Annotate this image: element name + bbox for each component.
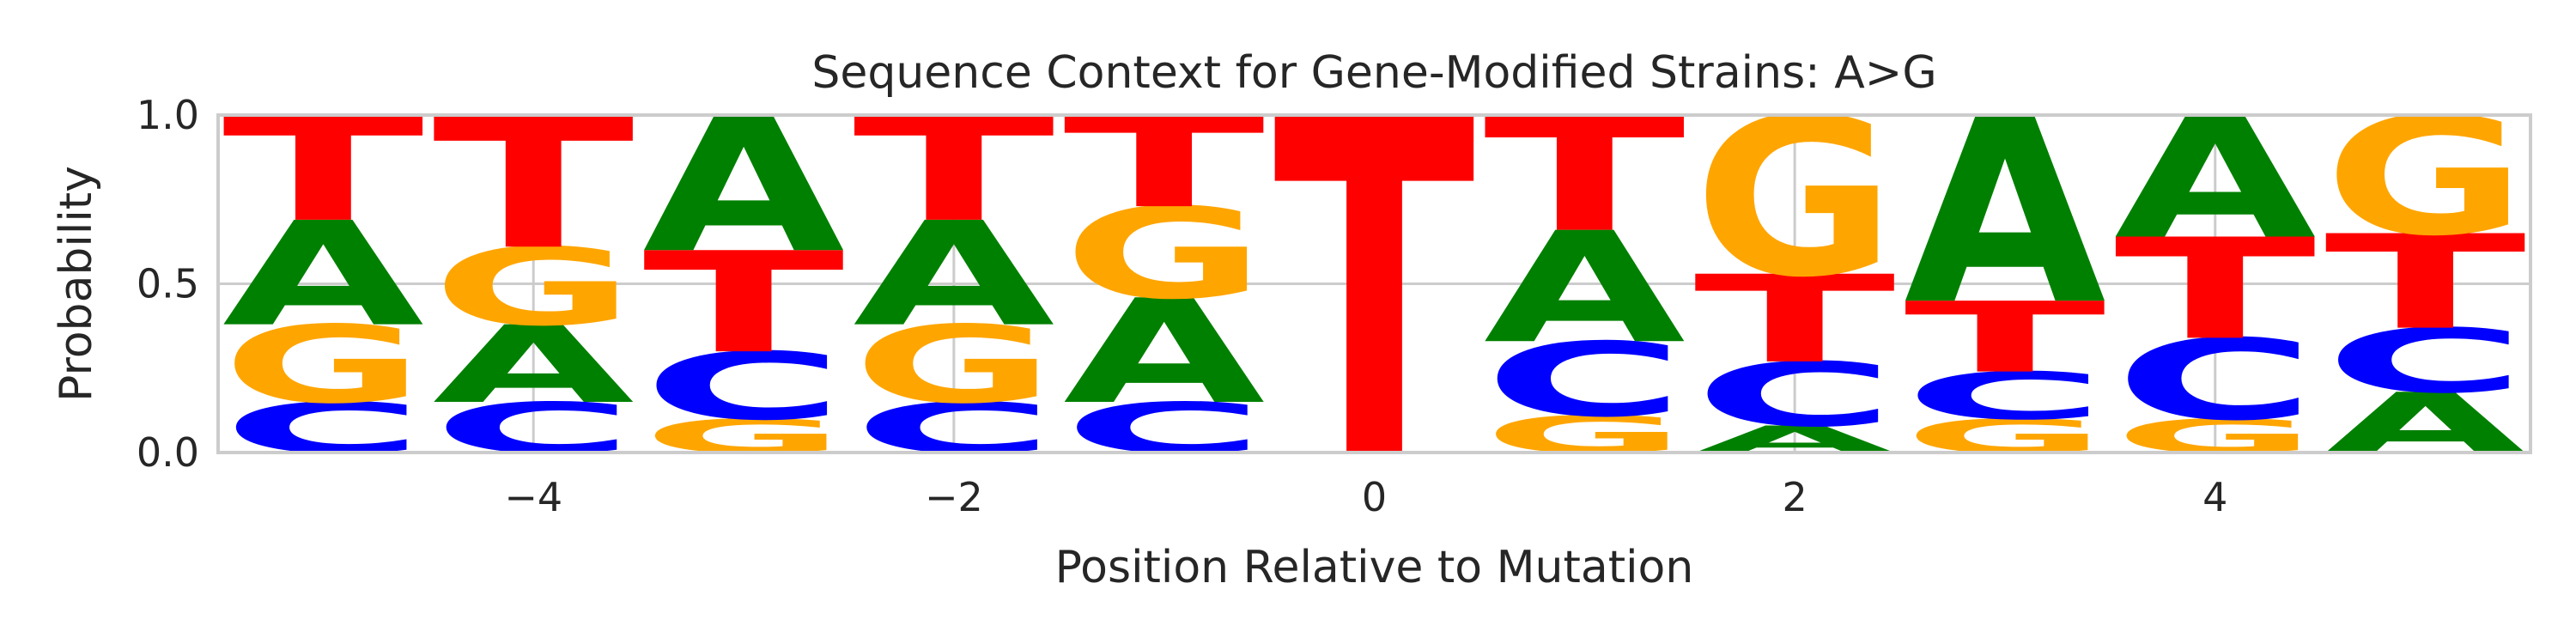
logo-letter-C: C — [2324, 310, 2526, 412]
logo-letter-C: C — [1063, 388, 1265, 469]
y-tick-labels: 0.0 0.5 1.0 — [137, 92, 199, 476]
logo-letter-G: G — [433, 226, 635, 349]
y-axis-label: Probability — [51, 166, 102, 402]
logo-letter-G: G — [1904, 410, 2105, 464]
logo-letter-A: A — [1904, 64, 2107, 361]
x-tick-label: 0 — [1362, 474, 1387, 520]
y-tick-label: 0.0 — [137, 429, 199, 476]
logo-letter-A: A — [2324, 375, 2526, 472]
logo-letter-A: A — [433, 303, 635, 427]
logo-letter-C: C — [1484, 321, 1686, 440]
x-tick-label: −2 — [925, 474, 983, 520]
logo-letter-G: G — [853, 303, 1054, 427]
logo-letter-T: T — [2114, 210, 2318, 371]
y-tick-label: 1.0 — [137, 92, 199, 138]
logo-letter-A: A — [1063, 269, 1265, 435]
logo-letter-T: T — [1484, 84, 1687, 267]
logo-letter-A: A — [222, 191, 424, 358]
x-tick-label: 2 — [1782, 474, 1807, 520]
logo-letter-G: G — [222, 303, 424, 427]
logo-letter-A: A — [1484, 199, 1686, 377]
logo-letter-G: G — [1484, 405, 1686, 465]
logo-letter-A: A — [1694, 418, 1896, 461]
logo-letter-T: T — [1273, 23, 1477, 562]
logo-letter-A: A — [853, 191, 1054, 358]
logo-letter-T: T — [853, 87, 1056, 253]
logo-letter-G: G — [1063, 181, 1265, 327]
logo-letter-C: C — [222, 388, 424, 469]
logo-letter-C: C — [1904, 359, 2105, 434]
logo-letter-T: T — [1904, 282, 2107, 395]
logo-letter-T: T — [1063, 91, 1267, 236]
chart-title: Sequence Context for Gene-Modified Strai… — [811, 47, 1936, 99]
logo-letter-C: C — [853, 388, 1054, 469]
plot-frame — [216, 113, 2532, 454]
logo-letter-G: G — [643, 410, 845, 464]
logo-letter-G: G — [1694, 71, 1896, 325]
logo-letter-T: T — [222, 87, 426, 253]
logo-letter-C: C — [2114, 315, 2316, 445]
logo-letter-G: G — [2324, 83, 2526, 271]
x-tick-label: −4 — [504, 474, 562, 520]
y-tick-label: 0.5 — [137, 261, 199, 307]
x-axis-label: Position Relative to Mutation — [1055, 542, 1694, 593]
logo-letter-T: T — [2324, 207, 2528, 358]
logo-letter-G: G — [2114, 410, 2316, 464]
logo-letter-T: T — [643, 222, 847, 384]
logo-letter-C: C — [1694, 344, 1896, 447]
logo-letter-T: T — [433, 80, 636, 290]
logo-letter-C: C — [433, 388, 635, 469]
logo-letter-T: T — [1694, 250, 1898, 390]
x-tick-labels: −4 −2 0 2 4 — [504, 474, 2227, 520]
logo-letter-A: A — [643, 79, 847, 295]
logo-letter-A: A — [2114, 82, 2316, 276]
logo-letter-C: C — [643, 333, 845, 440]
x-tick-label: 4 — [2202, 474, 2227, 520]
